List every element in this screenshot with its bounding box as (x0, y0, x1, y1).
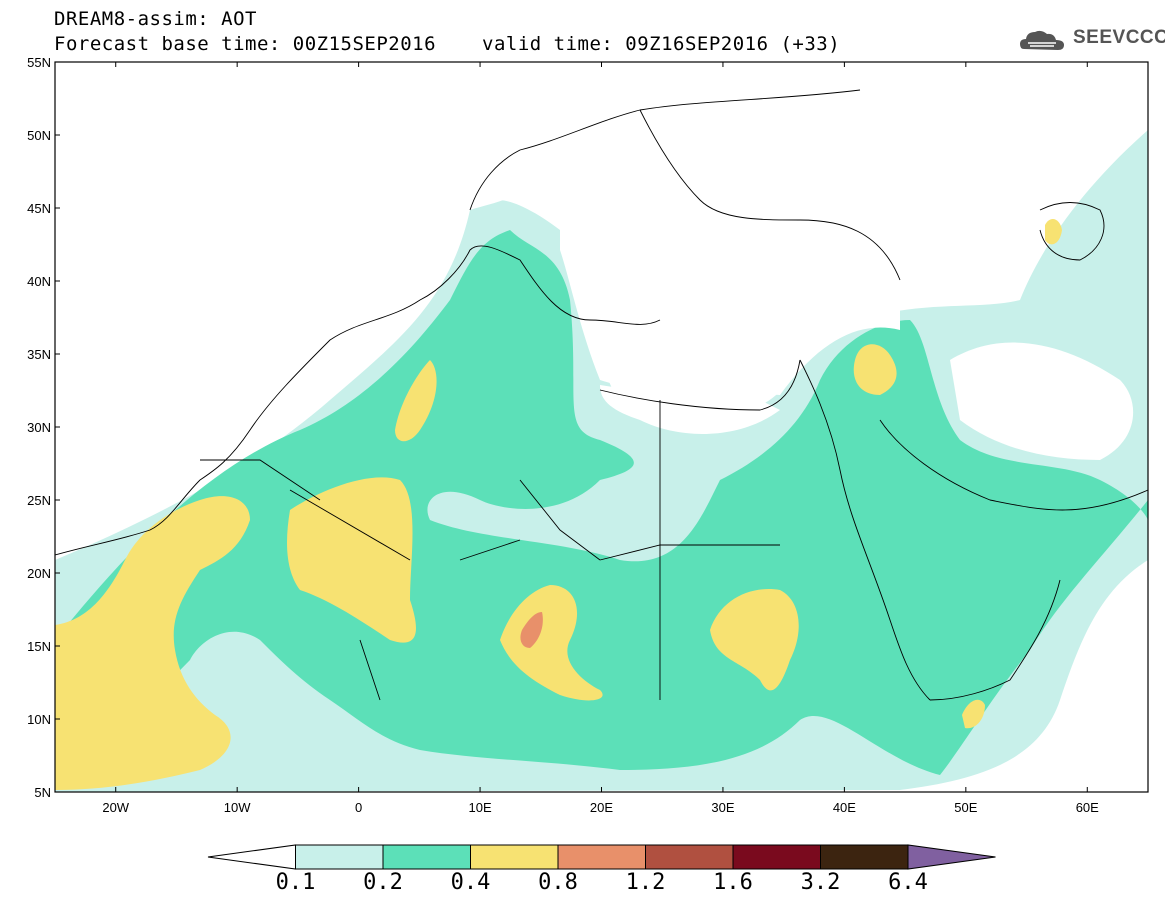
aot-band-0.4-somalia (962, 699, 985, 729)
lat-axis: 55N 50N 45N 40N 35N 30N 25N 20N 15N 10N 5N (27, 55, 60, 800)
aot-band-0.4-west-africa (55, 496, 250, 790)
lat-tick-label: 20N (27, 566, 51, 581)
colorbar-level-label: 0.4 (450, 870, 491, 895)
aot-clear-europe (55, 62, 1148, 460)
lon-tick-label: 10E (468, 800, 491, 815)
aot-band-0.4-caspian (1045, 218, 1062, 245)
colorbar-swatch (645, 844, 734, 870)
lat-tick-label: 50N (27, 128, 51, 143)
lat-tick-label: 5N (34, 785, 51, 800)
logo-text: SEEVCCC (1073, 27, 1165, 48)
colorbar-swatch (382, 844, 471, 870)
colorbar-swatch (295, 844, 384, 870)
colorbar-level-label: 1.6 (713, 870, 753, 895)
lon-tick-label: 60E (1076, 800, 1099, 815)
aot-band-0.4-iraq (853, 344, 897, 395)
valid-time: valid time: 09Z16SEP2016 (+33) (482, 33, 841, 55)
lat-tick-label: 40N (27, 274, 51, 289)
lon-tick-label: 20E (590, 800, 613, 815)
lat-tick-label: 25N (27, 493, 51, 508)
lon-tick-label: 30E (711, 800, 734, 815)
lat-tick-label: 55N (27, 55, 51, 70)
colorbar-swatch (557, 844, 646, 870)
lon-tick-label: 50E (954, 800, 977, 815)
lon-axis: 20W 10W 0 10E 20E 30E 40E 50E 60E (102, 62, 1099, 815)
lon-tick-label: 40E (833, 800, 856, 815)
colorbar (207, 844, 996, 870)
lat-tick-label: 35N (27, 347, 51, 362)
aot-clear-north-africa (600, 385, 780, 434)
coastlines (55, 89, 1148, 701)
aot-band-0.4-chad (500, 585, 603, 701)
colorbar-level-label: 0.8 (538, 870, 578, 895)
lat-tick-label: 30N (27, 420, 51, 435)
colorbar-level-label: 0.2 (363, 870, 403, 895)
aot-band-0.4-mali (287, 477, 416, 643)
aot-band-0.4-sudan (710, 589, 799, 691)
lon-tick-label: 0 (355, 800, 362, 815)
colorbar-level-label: 3.2 (800, 870, 841, 895)
lat-tick-label: 45N (27, 201, 51, 216)
aot-band-0.4-algeria (395, 360, 437, 442)
cloud-logo-icon (1020, 30, 1064, 50)
colorbar-swatch (732, 844, 821, 870)
colorbar-swatch (820, 844, 909, 870)
lon-tick-label: 20W (102, 800, 129, 815)
colorbar-level-label: 1.2 (625, 870, 666, 895)
aot-band-0.8-chad (520, 612, 543, 648)
colorbar-arrow-high (907, 844, 996, 870)
lon-tick-label: 10W (224, 800, 251, 815)
aot-clear-arabia (950, 342, 1134, 460)
colorbar-level-label: 6.4 (888, 870, 928, 895)
lat-tick-label: 15N (27, 639, 51, 654)
chart-title: DREAM8-assim: AOT (54, 8, 257, 30)
colorbar-level-label: 0.1 (275, 870, 316, 895)
colorbar-swatch (470, 844, 559, 870)
lat-tick-label: 10N (27, 712, 51, 727)
aot-clear-mediterranean (560, 130, 900, 395)
colorbar-arrow-low (207, 844, 296, 870)
forecast-base-time: Forecast base time: 00Z15SEP2016 (54, 33, 437, 55)
